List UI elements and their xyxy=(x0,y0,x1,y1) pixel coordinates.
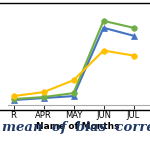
Text: mean  of  bias  corrected: mean of bias corrected xyxy=(2,120,150,134)
X-axis label: Name of Months: Name of Months xyxy=(36,122,120,131)
